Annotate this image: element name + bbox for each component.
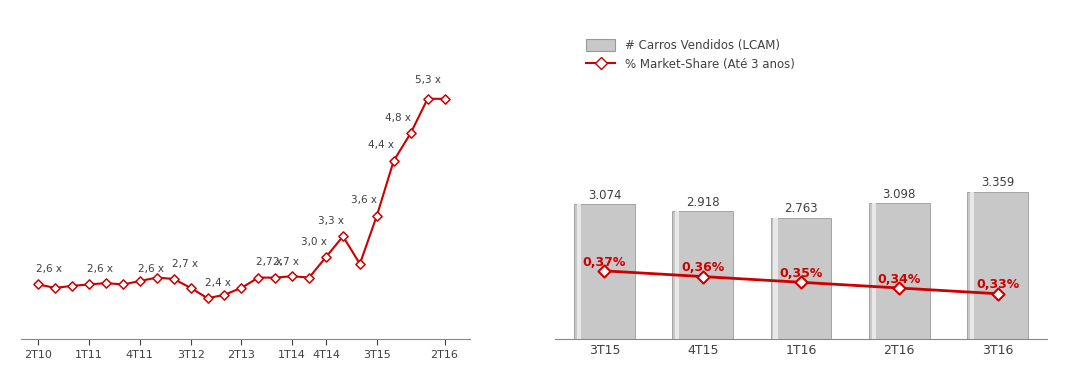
Point <box>368 213 386 219</box>
Bar <box>574 204 635 339</box>
Point <box>233 285 250 291</box>
Text: 0,36%: 0,36% <box>681 261 724 274</box>
Point <box>47 285 64 291</box>
Point <box>131 278 148 284</box>
Point <box>284 273 301 279</box>
Text: 3.074: 3.074 <box>587 189 622 202</box>
Text: 2,6 x: 2,6 x <box>36 264 62 274</box>
Point <box>30 282 47 287</box>
Point <box>419 96 436 102</box>
Text: 2.763: 2.763 <box>784 203 818 215</box>
Point <box>694 274 711 280</box>
Text: 3,0 x: 3,0 x <box>301 237 327 246</box>
Bar <box>672 211 734 339</box>
Point <box>891 285 908 291</box>
Text: 0,35%: 0,35% <box>780 267 822 280</box>
Bar <box>577 204 581 339</box>
Point <box>114 282 131 287</box>
Point <box>436 96 453 102</box>
Bar <box>770 218 832 339</box>
Bar <box>868 203 930 339</box>
Point <box>199 295 216 301</box>
Text: 3.098: 3.098 <box>882 188 916 201</box>
Text: 2.918: 2.918 <box>686 196 720 209</box>
Text: 4,8 x: 4,8 x <box>386 113 411 123</box>
Point <box>300 275 317 280</box>
Point <box>97 280 114 286</box>
Bar <box>967 192 1028 339</box>
Text: 3,3 x: 3,3 x <box>317 216 344 226</box>
Text: 0,33%: 0,33% <box>976 279 1019 292</box>
Point <box>989 291 1006 297</box>
Text: 2,6 x: 2,6 x <box>138 264 163 274</box>
Legend: # Carros Vendidos (LCAM), % Market-Share (Até 3 anos): # Carros Vendidos (LCAM), % Market-Share… <box>586 39 795 71</box>
Text: 3.359: 3.359 <box>980 176 1015 189</box>
Point <box>351 261 368 267</box>
Text: 2,6 x: 2,6 x <box>87 264 113 274</box>
Point <box>334 233 351 239</box>
Bar <box>871 203 876 339</box>
Point <box>386 158 403 163</box>
Point <box>250 275 267 280</box>
Text: 0,37%: 0,37% <box>583 256 626 269</box>
Bar <box>675 211 679 339</box>
Point <box>596 268 613 274</box>
Point <box>267 275 284 280</box>
Text: 3,6 x: 3,6 x <box>351 195 377 206</box>
Point <box>403 130 420 136</box>
Point <box>166 276 183 282</box>
Bar <box>773 218 778 339</box>
Text: 0,34%: 0,34% <box>878 273 921 286</box>
Bar <box>970 192 974 339</box>
Point <box>317 254 334 260</box>
Text: 5,3 x: 5,3 x <box>414 75 441 85</box>
Point <box>80 282 97 287</box>
Text: 2,4 x: 2,4 x <box>205 278 232 288</box>
Point <box>216 292 233 298</box>
Text: 4,4 x: 4,4 x <box>368 140 394 150</box>
Text: 2,7 x: 2,7 x <box>172 259 198 269</box>
Point <box>182 285 199 291</box>
Point <box>792 279 810 285</box>
Text: 2,7 x: 2,7 x <box>256 257 282 267</box>
Text: 2,7 x: 2,7 x <box>273 257 299 267</box>
Point <box>148 275 166 280</box>
Point <box>64 283 81 289</box>
